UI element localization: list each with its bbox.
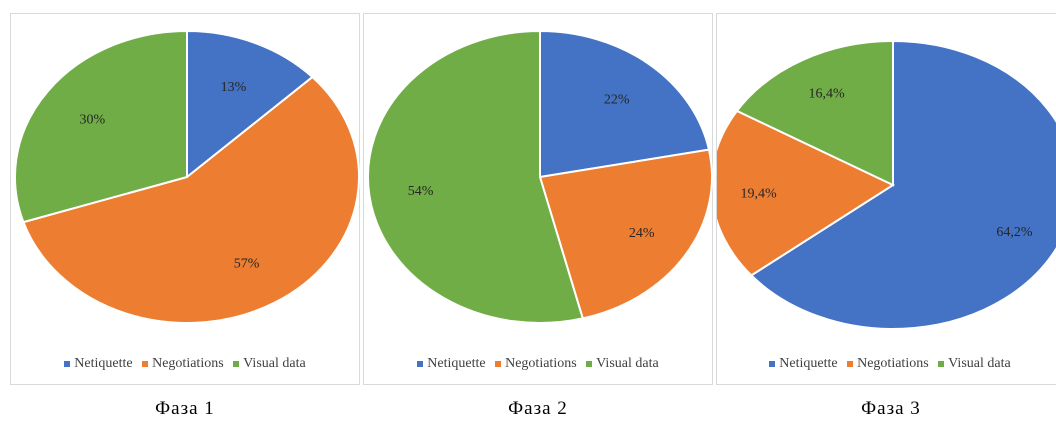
legend-marker-visual-data: [233, 360, 240, 367]
pie-slice-netiquette: [186, 29, 314, 180]
legend-label: Negotiations: [152, 356, 224, 371]
chart-caption-3: Фаза 3: [861, 398, 921, 419]
pie-slice-visual-data: [735, 39, 894, 187]
chart-panel-3: 64,2% 19,4% 16,4% Netiquette Negotiations …: [716, 13, 1056, 385]
pie-slice-negotiations: [717, 109, 896, 277]
legend-marker-negotiations: [142, 360, 149, 367]
legend-marker-visual-data: [586, 360, 593, 367]
legend-label: Netiquette: [779, 356, 838, 371]
pie-slice-netiquette: [539, 29, 711, 179]
legend-item-visual-data: Visual data: [233, 356, 306, 372]
chart-panel-1: 13% 57% 30% Netiquette Negotiations Visual…: [10, 13, 360, 385]
pie-chart-1: 13% 57% 30%: [14, 29, 360, 324]
legend-1: Netiquette Negotiations Visual data: [11, 356, 359, 372]
chart-panel-2: 22% 24% 54% Netiquette Negotiations Visual…: [363, 13, 713, 385]
legend-item-netiquette: Netiquette: [417, 356, 486, 372]
data-label-visual-data: 16,4%: [809, 86, 846, 101]
legend-item-netiquette: Netiquette: [64, 356, 133, 372]
pie-chart-3: 64,2% 19,4% 16,4%: [717, 39, 1056, 330]
legend-item-negotiations: Negotiations: [142, 356, 224, 372]
pie-slice-visual-data: [14, 29, 188, 224]
legend-marker-netiquette: [769, 360, 776, 367]
data-label-netiquette: 13%: [221, 80, 247, 95]
legend-item-visual-data: Visual data: [938, 356, 1011, 372]
legend-2: Netiquette Negotiations Visual data: [364, 356, 712, 372]
legend-label: Visual data: [948, 356, 1011, 371]
legend-label: Visual data: [596, 356, 659, 371]
pie-slice-netiquette: [749, 39, 1056, 330]
data-label-negotiations: 57%: [234, 256, 260, 271]
data-label-negotiations: 19,4%: [741, 186, 778, 201]
legend-marker-visual-data: [938, 360, 945, 367]
legend-item-netiquette: Netiquette: [769, 356, 838, 372]
legend-label: Negotiations: [505, 356, 577, 371]
data-label-visual-data: 30%: [80, 113, 106, 128]
data-label-netiquette: 22%: [604, 92, 630, 107]
pie-chart-2: 22% 24% 54%: [367, 29, 713, 324]
data-label-negotiations: 24%: [629, 226, 655, 241]
pie-slice-negotiations: [22, 75, 360, 324]
pie-slice-negotiations: [538, 148, 713, 320]
legend-marker-netiquette: [64, 360, 71, 367]
chart-caption-2: Фаза 2: [508, 398, 568, 419]
legend-item-negotiations: Negotiations: [495, 356, 577, 372]
legend-marker-negotiations: [847, 360, 854, 367]
legend-marker-netiquette: [417, 360, 424, 367]
legend-label: Netiquette: [74, 356, 133, 371]
legend-marker-negotiations: [495, 360, 502, 367]
legend-item-visual-data: Visual data: [586, 356, 659, 372]
legend-label: Netiquette: [427, 356, 486, 371]
legend-item-negotiations: Negotiations: [847, 356, 929, 372]
data-label-visual-data: 54%: [408, 184, 434, 199]
data-label-netiquette: 64,2%: [996, 225, 1033, 240]
chart-caption-1: Фаза 1: [155, 398, 215, 419]
legend-3: Netiquette Negotiations Visual data: [717, 356, 1056, 372]
pie-slice-visual-data: [367, 29, 585, 324]
legend-label: Negotiations: [857, 356, 929, 371]
legend-label: Visual data: [243, 356, 306, 371]
